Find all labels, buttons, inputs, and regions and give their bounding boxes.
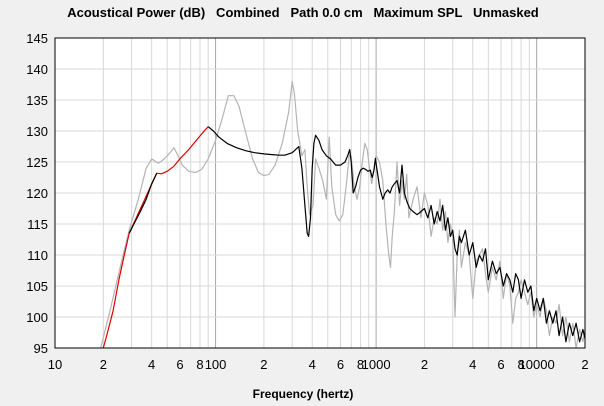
x-tick-label: 6 [497, 357, 504, 372]
series-line-2 [128, 172, 158, 234]
y-tick-label: 140 [26, 62, 48, 77]
x-tick-label: 4 [309, 357, 316, 372]
x-axis-label: Frequency (hertz) [253, 387, 354, 401]
y-tick-label: 115 [27, 217, 48, 232]
series-line-0 [100, 80, 585, 348]
x-tick-label: 2 [581, 357, 588, 372]
x-tick-label: 10 [48, 357, 62, 372]
y-tick-labels: 95 100 105 110 115 120 125 130 135 140 145 [26, 31, 48, 356]
y-tick-label: 130 [26, 124, 48, 139]
x-tick-label: 10000 [519, 357, 555, 372]
x-tick-label: 8 [517, 357, 524, 372]
series-line-3 [207, 126, 585, 343]
x-tick-label: 2 [100, 357, 107, 372]
series-line-1 [102, 126, 209, 348]
y-tick-label: 95 [34, 341, 48, 356]
x-tick-label: 2 [421, 357, 428, 372]
y-tick-label: 120 [26, 186, 48, 201]
chart-title: Acoustical Power (dB) Combined Path 0.0 … [67, 5, 539, 20]
series-group [100, 80, 585, 348]
y-tick-label: 135 [26, 93, 48, 108]
y-tick-label: 110 [27, 248, 48, 263]
x-tick-label: 2 [260, 357, 267, 372]
x-tick-label: 8 [196, 357, 203, 372]
plot-frame [54, 37, 586, 349]
x-tick-label: 6 [176, 357, 183, 372]
x-tick-label: 100 [205, 357, 227, 372]
x-tick-label: 1000 [362, 357, 391, 372]
y-tick-label: 100 [26, 310, 48, 325]
x-tick-label: 6 [337, 357, 344, 372]
y-tick-label: 105 [26, 279, 48, 294]
x-tick-label: 4 [469, 357, 476, 372]
y-tick-label: 125 [26, 155, 48, 170]
x-tick-label: 4 [148, 357, 155, 372]
x-tick-label: 8 [357, 357, 364, 372]
y-tick-label: 145 [26, 31, 48, 46]
